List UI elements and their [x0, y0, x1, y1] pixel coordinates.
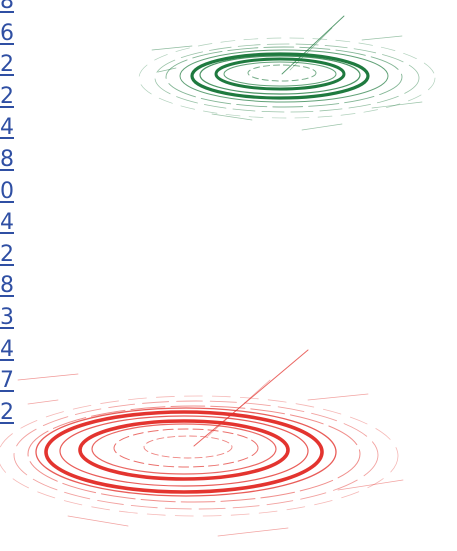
list-item: 7	[0, 365, 14, 397]
digit-link[interactable]: 0	[0, 178, 14, 204]
list-item: 2	[0, 239, 14, 271]
list-item: 3	[0, 302, 14, 334]
list-item: 8	[0, 144, 14, 176]
digit-link[interactable]: 3	[0, 304, 14, 330]
digit-link[interactable]: 7	[0, 368, 14, 394]
digit-link[interactable]: 2	[0, 52, 14, 78]
digit-link[interactable]: 2	[0, 399, 14, 425]
list-item: 4	[0, 334, 14, 366]
list-item: 6	[0, 18, 14, 50]
digit-link[interactable]: 4	[0, 115, 14, 141]
list-item: 4	[0, 207, 14, 239]
list-item: 2	[0, 397, 14, 429]
green-ripple-illustration	[138, 15, 436, 131]
list-item: 4	[0, 112, 14, 144]
green-ripple-rings	[138, 15, 436, 131]
digit-link[interactable]: 4	[0, 210, 14, 236]
digit-link-list: 8 6 2 2 4 8 0 4 2 8 3 4 7 2	[0, 0, 14, 428]
digit-link[interactable]: 4	[0, 336, 14, 362]
digit-link[interactable]: 2	[0, 241, 14, 267]
list-item: 0	[0, 176, 14, 208]
list-item: 8	[0, 270, 14, 302]
digit-link[interactable]: 8	[0, 146, 14, 172]
digit-link[interactable]: 6	[0, 20, 14, 46]
digit-link[interactable]: 8	[0, 273, 14, 299]
list-item: 2	[0, 49, 14, 81]
list-item: 2	[0, 81, 14, 113]
digit-link[interactable]: 8	[0, 0, 14, 14]
list-item: 8	[0, 0, 14, 18]
red-ripple-rings	[0, 349, 404, 537]
red-ripple-illustration	[0, 349, 404, 537]
digit-link[interactable]: 2	[0, 83, 14, 109]
